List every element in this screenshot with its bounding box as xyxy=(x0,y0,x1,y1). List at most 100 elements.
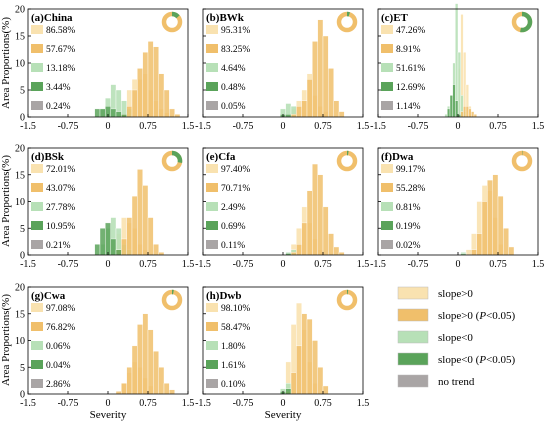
bar-slope_neg xyxy=(457,52,461,118)
bar-slope_neg_sig xyxy=(115,249,122,256)
pct-label: 86.58% xyxy=(46,26,75,36)
pct-label: 98.10% xyxy=(221,304,250,314)
bar-slope_neg_sig xyxy=(105,222,111,256)
bar-slope_pos_sig xyxy=(147,217,154,256)
donut-ring xyxy=(336,150,358,172)
legend-swatch xyxy=(397,374,429,388)
y-tick-label: 10 xyxy=(15,197,25,208)
x-tick-label: -0.75 xyxy=(408,121,429,132)
pct-label: 1.61% xyxy=(221,361,246,371)
bar-slope_pos_sig xyxy=(312,340,318,395)
bar-slope_pos_sig xyxy=(328,233,334,256)
bar-slope_pos_sig xyxy=(306,78,313,118)
bar-slope_neg_sig xyxy=(285,114,292,118)
bar-slope_pos_sig xyxy=(163,383,170,395)
x-tick-label: -1.5 xyxy=(20,121,36,132)
donut-negative-arc xyxy=(511,150,533,172)
pct-swatch xyxy=(31,101,43,110)
pct-swatch xyxy=(206,360,218,369)
x-tick-label: 0 xyxy=(106,121,111,132)
panel-title: (c)ET xyxy=(381,12,409,24)
pct-swatch xyxy=(206,379,218,388)
x-tick-label: 0 xyxy=(281,121,286,132)
x-tick-label: 0 xyxy=(106,259,111,270)
x-tick-label: 0.75 xyxy=(314,259,332,270)
x-tick-label: -0.75 xyxy=(408,259,429,270)
pct-label: 3.44% xyxy=(46,83,71,93)
bar-slope_pos_sig xyxy=(333,100,340,118)
bar-slope_neg_sig xyxy=(99,108,106,118)
y-axis-label: Area Proportions(%) xyxy=(0,294,12,386)
bar-slope_pos_sig xyxy=(338,252,345,256)
bar-slope_pos_sig xyxy=(126,105,133,118)
y-tick-label: 20 xyxy=(15,283,25,294)
x-tick-label: 1.5 xyxy=(357,398,370,409)
bar-slope_neg_sig xyxy=(452,84,456,118)
pct-swatch xyxy=(381,25,393,34)
x-tick-label: 1.5 xyxy=(182,259,195,270)
pct-label: 12.69% xyxy=(396,83,425,93)
panel-8: -1.5 -0.75 0 0.75 1.5 (h)Dwb 98.10% 58.47% 1.80%… xyxy=(195,286,370,409)
pct-swatch xyxy=(381,44,393,53)
donut-negative-arc xyxy=(511,11,533,33)
bar-slope_neg_sig xyxy=(94,108,101,118)
legend-swatch xyxy=(397,286,429,300)
pct-label: 58.47% xyxy=(221,323,250,333)
bar-slope_pos_sig xyxy=(126,217,133,256)
bar-slope_pos_sig xyxy=(137,324,143,395)
y-tick-label: 15 xyxy=(15,170,25,181)
bar-slope_pos_sig xyxy=(471,249,477,256)
bar-slope_pos_sig xyxy=(328,68,334,118)
y-tick-label: 5 xyxy=(20,86,25,97)
x-tick-label: -0.75 xyxy=(233,259,254,270)
legend-label: slope>0 (P<0.05) xyxy=(438,310,516,322)
bar-slope_pos_sig xyxy=(137,169,143,256)
x-tick-label: 0.75 xyxy=(489,259,507,270)
pct-label: 72.01% xyxy=(46,165,75,175)
bar-slope_pos_sig xyxy=(503,228,509,256)
pct-swatch xyxy=(206,82,218,91)
bar-slope_pos_sig xyxy=(317,174,324,256)
pct-label: 97.08% xyxy=(46,304,75,314)
pct-label: 10.95% xyxy=(46,222,75,232)
bar-slope_pos_sig xyxy=(121,238,127,256)
pct-swatch xyxy=(31,44,43,53)
pct-swatch xyxy=(31,202,43,211)
bar-slope_pos_sig xyxy=(126,367,133,395)
legend-label: slope<0 xyxy=(438,332,473,344)
pct-swatch xyxy=(31,221,43,230)
donut-negative-arc xyxy=(336,11,358,33)
bar-slope_neg_sig xyxy=(94,244,101,256)
bar-slope_pos_sig xyxy=(169,389,175,395)
bar-slope_pos_sig xyxy=(301,313,308,395)
y-tick-label: 15 xyxy=(15,309,25,320)
pct-swatch xyxy=(31,183,43,192)
panel-5: -1.5 -0.75 0 0.75 1.5 (e)Cfa 97.40% 70.71% 2.49%… xyxy=(195,147,369,270)
bar-slope_pos_sig xyxy=(290,114,297,118)
x-tick-label: -1.5 xyxy=(20,259,36,270)
bar-slope_pos_sig xyxy=(460,111,464,118)
pct-label: 27.78% xyxy=(46,203,75,213)
x-tick-label: -0.75 xyxy=(233,121,254,132)
pct-label: 0.48% xyxy=(221,83,246,93)
pct-swatch xyxy=(206,202,218,211)
bar-slope_pos_sig xyxy=(322,35,329,118)
donut-negative-arc xyxy=(161,289,183,311)
bar-slope_pos_sig xyxy=(322,385,329,395)
pct-label: 2.86% xyxy=(46,380,71,390)
panel-title: (d)BSk xyxy=(31,151,65,163)
bar-slope_pos_sig xyxy=(322,206,329,256)
pct-label: 55.28% xyxy=(396,184,425,194)
bar-slope_pos_sig xyxy=(296,345,302,395)
pct-label: 0.21% xyxy=(46,241,71,251)
pct-swatch xyxy=(31,82,43,91)
bar-slope_pos_sig xyxy=(142,313,149,395)
legend: slope>0 slope>0 (P<0.05) slope<0 slope<0 (P… xyxy=(397,286,516,388)
bar-slope_neg_sig xyxy=(115,111,122,118)
legend-label: slope<0 (P<0.05) xyxy=(438,354,516,366)
donut-ring xyxy=(511,150,533,172)
panel-4: -1.5 -0.75 0 0.75 1.5 0 5 10 15 20 (d)BSk 72.01% 43.… xyxy=(15,144,194,271)
pct-swatch xyxy=(31,341,43,350)
pct-label: 70.71% xyxy=(221,184,250,194)
pct-swatch xyxy=(206,25,218,34)
